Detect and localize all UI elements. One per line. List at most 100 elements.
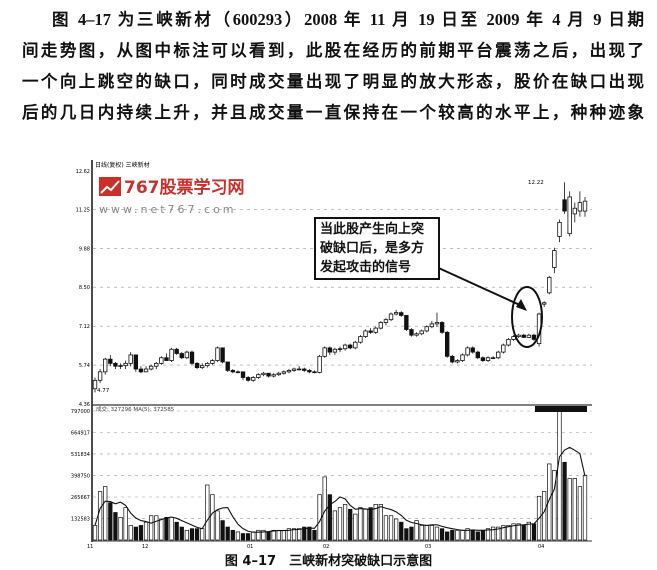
chart-header: 日线(复权) 三峡新材 xyxy=(95,161,150,169)
volume-bar xyxy=(445,531,450,541)
volume-bar xyxy=(143,521,149,541)
candle-body xyxy=(393,312,399,315)
candle-body xyxy=(138,368,144,373)
candle-body xyxy=(133,354,139,370)
candle-body xyxy=(353,341,358,349)
volume-bar xyxy=(439,528,445,541)
volume-bar xyxy=(297,528,302,541)
callout-pointer xyxy=(431,264,523,307)
watermark-url: www.net767.com xyxy=(99,203,237,216)
volume-tick-label: 797000 xyxy=(71,409,90,415)
candle-body xyxy=(429,323,435,328)
candle-body xyxy=(455,360,460,363)
volume-bar xyxy=(378,504,383,541)
candle-body xyxy=(577,202,583,212)
logo-trend-icon xyxy=(100,180,120,194)
volume-bar xyxy=(108,502,113,541)
logo-chart-icon xyxy=(99,177,121,196)
candle-body xyxy=(123,362,128,367)
candle-body xyxy=(154,362,159,367)
volume-bar xyxy=(205,484,210,541)
volume-bar xyxy=(485,528,491,541)
volume-ma-line xyxy=(94,446,586,533)
candle-body xyxy=(414,333,419,336)
volume-bar xyxy=(281,529,286,541)
price-tick-label: 4.36 xyxy=(79,402,90,408)
volume-bar xyxy=(409,526,414,541)
volume-bar xyxy=(256,529,261,541)
volume-bar xyxy=(572,478,577,541)
volume-bar xyxy=(200,528,205,541)
candle-body xyxy=(516,334,521,337)
volume-bar xyxy=(506,525,511,541)
x-tick-label: 03 xyxy=(425,544,431,550)
candle-body xyxy=(373,327,378,333)
candle-body xyxy=(572,207,577,215)
volume-bar xyxy=(342,504,348,541)
candle-body xyxy=(445,331,450,357)
candle-body xyxy=(342,344,348,350)
candle-body xyxy=(404,315,409,330)
volume-bar xyxy=(332,510,338,541)
volume-bar xyxy=(465,528,470,541)
candle-body xyxy=(490,357,496,359)
volume-bar xyxy=(577,486,583,541)
volume-bar xyxy=(103,486,108,541)
candle-body xyxy=(567,196,572,235)
volume-bar xyxy=(470,529,475,541)
volume-bar xyxy=(455,529,460,541)
volume-bar xyxy=(337,507,343,541)
candle-body xyxy=(230,370,235,373)
x-tick-label: 01 xyxy=(247,544,253,550)
volume-bar xyxy=(424,525,429,541)
candle-body xyxy=(235,371,241,374)
candle-body xyxy=(271,374,276,377)
axes xyxy=(91,160,592,542)
volume-bar xyxy=(348,508,353,541)
price-tick-label: 9.88 xyxy=(79,246,90,252)
candle-body xyxy=(174,348,179,354)
callout-line: 破缺口后，是多方 xyxy=(320,241,425,256)
volume-tick-label: 531834 xyxy=(71,452,90,458)
paragraph-line: 图 4–17 为三峡新材（600293）2008 年 11 月 19 日至 20… xyxy=(52,10,644,29)
candle-body xyxy=(113,362,118,367)
candle-body xyxy=(506,339,511,346)
candle-body xyxy=(143,368,149,373)
volume-bar xyxy=(261,529,266,541)
candle-body xyxy=(450,355,455,363)
volume-bar xyxy=(113,512,118,541)
volume-bars xyxy=(92,406,588,541)
volume-bar xyxy=(496,526,501,541)
volume-bar xyxy=(414,520,419,541)
candle-body xyxy=(189,351,195,364)
volume-bar xyxy=(225,526,230,541)
volume-tick-label: 132583 xyxy=(71,517,90,523)
volume-bar xyxy=(542,491,547,541)
candle-body xyxy=(485,357,491,361)
volume-bar xyxy=(475,531,480,541)
candle-body xyxy=(169,348,174,361)
volume-bar xyxy=(404,528,409,541)
volume-bar xyxy=(547,463,552,541)
candle-body xyxy=(215,347,220,361)
candle-body xyxy=(501,344,506,353)
candle-body xyxy=(148,365,154,370)
volume-bar xyxy=(133,526,138,541)
volume-bar xyxy=(164,516,169,541)
candle-body xyxy=(276,372,281,376)
volume-bar xyxy=(450,529,455,541)
candle-body xyxy=(348,344,353,349)
volume-bar xyxy=(383,515,389,541)
volume-bar xyxy=(235,531,241,541)
candle-body xyxy=(92,379,98,390)
price-tick-label: 11.25 xyxy=(76,208,90,214)
volume-bar xyxy=(302,526,307,541)
candle-body xyxy=(281,371,287,374)
candle-body xyxy=(368,330,373,333)
candle-body xyxy=(358,336,363,343)
candle-body xyxy=(475,351,480,359)
x-tick-label: 02 xyxy=(323,544,329,550)
volume-bar xyxy=(92,525,98,541)
volume-bar xyxy=(521,525,526,541)
